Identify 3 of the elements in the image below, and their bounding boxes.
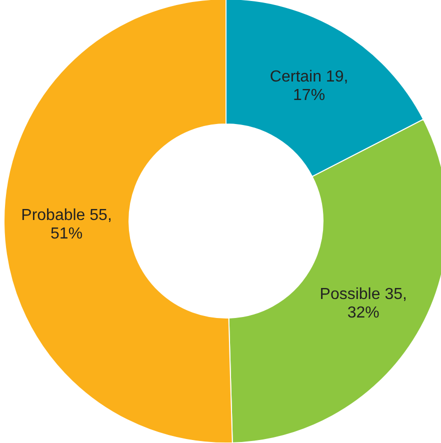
slice-label: Certain 19, 17%: [270, 68, 348, 104]
slice-label: Probable 55, 51%: [21, 207, 112, 242]
slice-label: Possible 35, 32%: [320, 286, 407, 322]
